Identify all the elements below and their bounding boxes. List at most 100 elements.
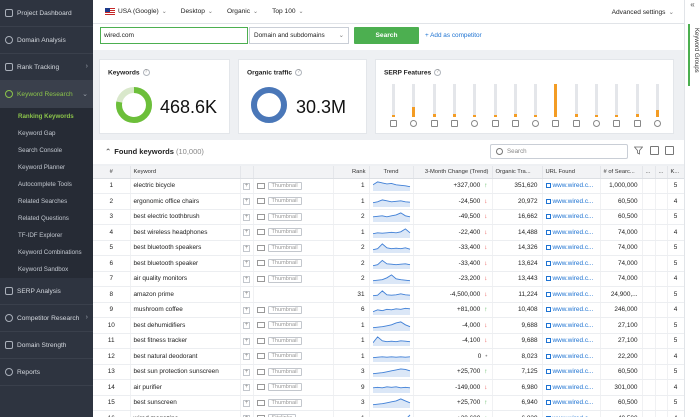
column-header[interactable]: Trend <box>369 166 414 179</box>
sidebar-item-competitor-research[interactable]: Competitor Research › <box>0 305 93 332</box>
column-header[interactable] <box>240 166 254 179</box>
keyword-cell[interactable]: best bluetooth speaker <box>130 255 241 272</box>
keyword-cell[interactable]: best electric toothbrush <box>130 209 241 225</box>
url-link[interactable]: www.wired.c... <box>552 197 594 205</box>
keyword-cell[interactable]: best natural deodorant <box>130 348 241 365</box>
add-group-icon[interactable] <box>650 146 659 155</box>
table-row[interactable]: 2 ergonomic office chairs + Thumbnail 1 -24,5… <box>93 193 684 210</box>
plus-icon[interactable]: + <box>243 213 250 221</box>
table-row[interactable]: 12 best natural deodorant + Thumbnail 1 0 • 8,0… <box>93 348 684 365</box>
table-row[interactable]: 15 best sunscreen + Thumbnail 3 +25,700 ↑ 6,940… <box>93 395 684 411</box>
subnav-item-keyword-sandbox[interactable]: Keyword Sandbox <box>18 266 69 273</box>
sidebar-item-project-dashboard[interactable]: Project Dashboard <box>0 0 93 27</box>
column-header[interactable]: Keyword <box>130 166 241 179</box>
url-link[interactable]: www.wired.c... <box>552 182 594 190</box>
url-link[interactable]: www.wired.c... <box>552 306 594 314</box>
column-header[interactable]: URL Found <box>542 166 601 179</box>
table-row[interactable]: 8 amazon prime +31 -4,500,000 ↓ 11,224 www.wir… <box>93 286 684 303</box>
keyword-cell[interactable]: ergonomic office chairs <box>130 193 241 210</box>
type-dropdown[interactable]: Organic ⌄ <box>227 8 258 15</box>
keyword-cell[interactable]: best bluetooth speakers <box>130 240 241 256</box>
serp-feature-column[interactable] <box>445 82 465 128</box>
column-header[interactable]: 3-Month Change (Trend) <box>413 166 493 179</box>
plus-icon[interactable]: + <box>243 399 250 407</box>
plus-icon[interactable]: + <box>243 368 250 376</box>
column-header[interactable]: # of Searc... <box>600 166 643 179</box>
keyword-cell[interactable]: electric bicycle <box>130 178 241 194</box>
sidebar-item-domain-analysis[interactable]: Domain Analysis <box>0 27 93 54</box>
keyword-cell[interactable]: amazon prime <box>130 286 241 303</box>
sidebar-item-keyword-research[interactable]: Keyword Research ⌄ <box>0 81 93 108</box>
keyword-cell[interactable]: mushroom coffee <box>130 302 241 318</box>
subnav-item-search-console[interactable]: Search Console <box>18 147 63 154</box>
column-header[interactable]: ... <box>655 166 668 179</box>
url-link[interactable]: www.wired.c... <box>553 415 594 417</box>
plus-icon[interactable]: + <box>243 291 250 299</box>
subnav-item-related-searches[interactable]: Related Searches <box>18 198 68 205</box>
sidebar-item-reports[interactable]: Reports <box>0 359 93 386</box>
domain-input[interactable]: wired.com <box>100 27 248 44</box>
url-link[interactable]: www.wired.c... <box>552 275 594 283</box>
url-link[interactable]: www.wired.c... <box>552 228 594 236</box>
serp-feature-column[interactable] <box>384 82 404 128</box>
keyword-cell[interactable]: wired magazine <box>130 410 241 417</box>
serp-feature-column[interactable] <box>607 82 627 128</box>
help-icon[interactable]: ? <box>434 69 442 76</box>
keyword-cell[interactable]: best wireless headphones <box>130 224 241 241</box>
plus-icon[interactable]: + <box>243 353 250 361</box>
table-row[interactable]: 5 best bluetooth speakers + Thumbnail 2 -33,4… <box>93 240 684 256</box>
advanced-settings-dropdown[interactable]: Advanced settings ⌄ <box>612 8 674 17</box>
url-link[interactable]: www.wired.c... <box>552 244 594 252</box>
column-header[interactable]: Organic Tra... <box>492 166 543 179</box>
keyword-cell[interactable]: best fitness tracker <box>130 333 241 349</box>
url-link[interactable]: www.wired.c... <box>552 383 594 391</box>
export-icon[interactable] <box>665 146 674 155</box>
serp-feature-column[interactable] <box>648 82 668 128</box>
plus-icon[interactable]: + <box>243 275 250 283</box>
table-row[interactable]: 14 air purifier + Thumbnail 9 -149,000 ↓ 6,980 w… <box>93 379 684 396</box>
plus-icon[interactable]: + <box>243 198 250 206</box>
keyword-groups-tab[interactable]: Keyword Groups <box>688 24 699 86</box>
column-header[interactable]: # <box>93 166 131 179</box>
plus-icon[interactable]: + <box>243 337 250 345</box>
keyword-search-input[interactable]: Search <box>490 144 628 159</box>
table-row[interactable]: 10 best dehumidifiers + Thumbnail 1 -4,000 ↓ 9,… <box>93 317 684 334</box>
column-header[interactable] <box>253 166 334 179</box>
serp-feature-column[interactable] <box>486 82 506 128</box>
sidebar-item-serp-analysis[interactable]: SERP Analysis <box>0 278 93 305</box>
table-row[interactable]: 13 best sun protection sunscreen + Thumbnai… <box>93 364 684 380</box>
serp-feature-column[interactable] <box>567 82 587 128</box>
subnav-item-related-questions[interactable]: Related Questions <box>18 215 69 222</box>
subnav-item-keyword-gap[interactable]: Keyword Gap <box>18 130 56 137</box>
column-header[interactable]: K... <box>667 166 684 179</box>
scope-select[interactable]: Domain and subdomains ⌄ <box>249 27 349 44</box>
serp-feature-column[interactable] <box>526 82 546 128</box>
help-icon[interactable]: ? <box>295 69 303 76</box>
search-button[interactable]: Search <box>354 27 419 44</box>
table-row[interactable]: 3 best electric toothbrush + Thumbnail 2 -49,… <box>93 209 684 225</box>
url-link[interactable]: www.wired.c... <box>552 290 594 298</box>
table-row[interactable]: 9 mushroom coffee + Thumbnail 6 +81,000 ↑ 10,40… <box>93 302 684 318</box>
filter-icon[interactable] <box>633 146 644 155</box>
serp-feature-column[interactable] <box>425 82 445 128</box>
collapse-icon[interactable]: « <box>690 0 695 9</box>
table-row[interactable]: 6 best bluetooth speaker + Thumbnail 2 -33,40… <box>93 255 684 272</box>
collapse-arrows-icon[interactable]: ⌃ <box>105 147 112 156</box>
url-link[interactable]: www.wired.c... <box>552 321 594 329</box>
plus-icon[interactable]: + <box>243 244 250 252</box>
sidebar-item-rank-tracking[interactable]: Rank Tracking › <box>0 54 93 81</box>
url-link[interactable]: www.wired.c... <box>552 352 594 360</box>
table-row[interactable]: 11 best fitness tracker + Thumbnail 1 -4,100 ↓… <box>93 333 684 349</box>
subnav-item-ranking-keywords[interactable]: Ranking Keywords <box>18 113 74 120</box>
column-header[interactable]: ... <box>642 166 656 179</box>
device-dropdown[interactable]: Desktop ⌄ <box>181 8 213 15</box>
serp-feature-column[interactable] <box>628 82 648 128</box>
subnav-item-keyword-combinations[interactable]: Keyword Combinations <box>18 249 82 256</box>
add-competitor-link[interactable]: + Add as competitor <box>425 32 482 39</box>
serp-feature-column[interactable] <box>404 82 424 128</box>
plus-icon[interactable]: + <box>243 306 250 314</box>
url-link[interactable]: www.wired.c... <box>552 213 594 221</box>
url-link[interactable]: www.wired.c... <box>552 259 594 267</box>
plus-icon[interactable]: + <box>243 182 250 190</box>
plus-icon[interactable]: + <box>243 229 250 237</box>
